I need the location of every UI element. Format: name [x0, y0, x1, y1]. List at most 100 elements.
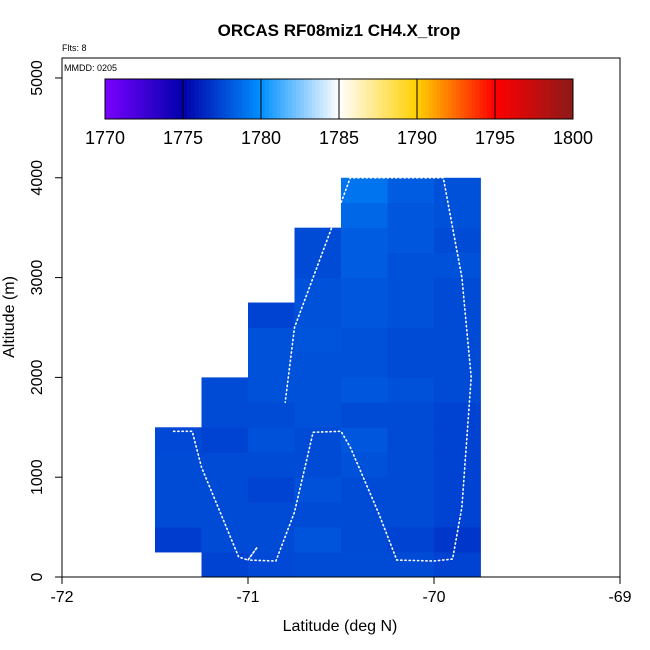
heatmap-cell — [341, 477, 388, 503]
colorbar-swatch — [155, 79, 161, 119]
heatmap-cell — [341, 277, 388, 303]
colorbar-swatch — [206, 79, 211, 119]
colorbar-swatch — [346, 79, 352, 119]
colorbar-swatch — [541, 79, 547, 119]
y-tick-label: 2000 — [29, 359, 46, 395]
colorbar-swatch — [179, 79, 184, 119]
x-axis: -72 -71 -70 -69 — [50, 577, 632, 606]
colorbar-swatch — [268, 79, 274, 119]
colorbar-swatch — [436, 79, 441, 119]
colorbar-swatch — [194, 79, 200, 119]
heatmap-cell — [341, 527, 388, 553]
x-tick-label: -72 — [50, 589, 73, 606]
plot-frame — [61, 57, 621, 578]
colorbar-swatch — [272, 79, 278, 119]
heatmap-cell — [434, 277, 481, 303]
colorbar-swatch — [159, 79, 164, 119]
colorbar-swatch — [225, 79, 231, 119]
heatmap-cell — [155, 477, 202, 503]
heatmap-cell — [248, 502, 295, 528]
heatmap-cell — [387, 227, 435, 254]
heatmap-cell — [201, 452, 249, 478]
y-axis: 0 1000 2000 3000 4000 5000 — [29, 60, 62, 581]
heatmap-cell — [387, 252, 435, 278]
colorbar-swatch — [311, 79, 317, 119]
colorbar-swatch — [378, 79, 383, 119]
colorbar-swatch — [237, 79, 242, 119]
colorbar-swatch — [502, 79, 508, 119]
colorbar-swatch — [186, 79, 192, 119]
heatmap-cell — [434, 377, 481, 403]
colorbar-swatch — [257, 79, 262, 119]
colorbar-swatch — [432, 79, 437, 119]
colorbar-swatch — [522, 79, 527, 119]
heatmap-cell — [341, 452, 388, 478]
heatmap-cell — [387, 377, 435, 403]
colorbar-swatch — [105, 79, 110, 119]
colorbar-swatch — [198, 79, 203, 119]
heatmap-cell — [434, 552, 481, 578]
heatmap-cell — [434, 402, 481, 428]
colorbar-swatch — [222, 79, 227, 119]
heatmap-cell — [201, 377, 249, 403]
colorbar-swatch — [549, 79, 554, 119]
colorbar-swatch — [444, 79, 449, 119]
heatmap-cell — [155, 452, 202, 478]
colorbar-swatch — [296, 79, 301, 119]
colorbar-swatch — [147, 79, 153, 119]
colorbar-tick-label: 1770 — [85, 128, 125, 148]
y-tick-label: 1000 — [29, 459, 46, 495]
colorbar-swatch — [116, 79, 122, 119]
colorbar-tick-label: 1775 — [163, 128, 203, 148]
colorbar-swatch — [405, 79, 410, 119]
heatmap-cell — [294, 327, 342, 353]
colorbar-swatch — [214, 79, 219, 119]
heatmap-cell — [341, 427, 388, 453]
colorbar-swatch — [319, 79, 324, 119]
colorbar-swatch — [175, 79, 180, 119]
colorbar-swatch — [514, 79, 519, 119]
heatmap-cell — [341, 227, 388, 254]
heatmap-cell — [341, 302, 388, 328]
colorbar-swatch — [354, 79, 359, 119]
heatmap-cell — [387, 277, 435, 303]
heatmap-cell — [248, 327, 295, 353]
colorbar-swatch — [498, 79, 504, 119]
heatmap-cell — [434, 327, 481, 353]
colorbar-swatch — [276, 79, 281, 119]
colorbar-swatch — [569, 79, 574, 119]
heatmap-cell — [248, 552, 295, 578]
colorbar-swatch — [280, 79, 285, 119]
y-tick-label: 3000 — [29, 260, 46, 296]
colorbar-swatch — [385, 79, 391, 119]
heatmap-cell — [434, 252, 481, 278]
colorbar-swatch — [374, 79, 379, 119]
heatmap-cell — [387, 527, 435, 553]
x-tick-label: -70 — [422, 589, 445, 606]
heatmap-cell — [341, 402, 388, 428]
colorbar-swatch — [495, 79, 500, 119]
heatmap-cell — [294, 527, 342, 553]
colorbar-swatch — [229, 79, 235, 119]
colorbar-tick-label: 1780 — [241, 128, 281, 148]
colorbar-swatch — [136, 79, 141, 119]
colorbar-swatch — [163, 79, 168, 119]
colorbar-swatch — [417, 79, 422, 119]
flight-track-line — [172, 176, 473, 562]
heatmap-cell — [387, 452, 435, 478]
heatmap-cell — [341, 552, 388, 578]
heatmap-cell — [387, 177, 435, 204]
colorbar-swatch — [241, 79, 246, 119]
colorbar-swatch — [565, 79, 570, 119]
y-axis-label: Altitude (m) — [1, 276, 18, 358]
heatmap-cell — [201, 427, 249, 453]
colorbar-swatch — [366, 79, 371, 119]
colorbar-swatch — [151, 79, 157, 119]
heatmap-cell — [155, 527, 202, 553]
colorbar-swatch — [440, 79, 445, 119]
colorbar-swatch — [284, 79, 289, 119]
heatmap-cell — [294, 552, 342, 578]
heatmap-cell — [155, 502, 202, 528]
colorbar-swatch — [471, 79, 476, 119]
colorbar-swatch — [253, 79, 258, 119]
